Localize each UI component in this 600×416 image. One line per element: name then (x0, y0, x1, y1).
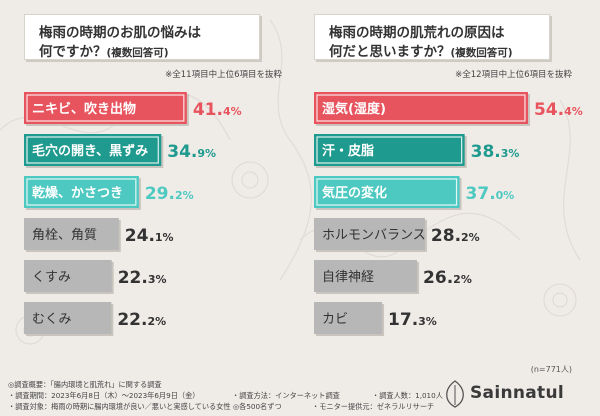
right-value-label-3: 28.2% (431, 226, 480, 246)
right-note: ※全12項目中上位6項目を抜粋 (455, 70, 572, 80)
left-note: ※全11項目中上位6項目を抜粋 (165, 70, 282, 80)
left-bar-chart: ニキビ、吹き出物 41.4% 毛穴の開き、黒ずみ 34.9% 乾燥、かさつき 29.2% 角… (24, 92, 242, 336)
left-bar-frame-1 (26, 136, 159, 164)
right-category-label-1: 汗・皮脂 (322, 143, 374, 159)
right-bar-frame-0 (316, 94, 526, 122)
left-value-label-3: 24.1% (125, 226, 174, 246)
left-title-sub: (複数回答可) (106, 47, 169, 59)
right-category-label-3: ホルモンバランス (322, 228, 426, 243)
right-bar-2 (314, 176, 460, 208)
right-bar-0 (314, 92, 528, 124)
right-title-sub: (複数回答可) (450, 47, 513, 59)
right-bar-4 (314, 260, 418, 292)
left-bar-2 (24, 176, 139, 208)
right-title-line2: 何だと思いますか？(複数回答可) (329, 40, 513, 60)
right-category-label-0: 湿気(湿度) (322, 101, 386, 117)
right-bar-1 (314, 134, 465, 166)
left-value-label-1: 34.9% (167, 142, 216, 162)
right-bar-frame-2 (316, 178, 458, 206)
left-bar-3 (24, 218, 119, 250)
left-category-label-2: 乾燥、かさつき (32, 185, 123, 201)
right-value-label-0: 54.4% (534, 100, 583, 120)
left-category-label-4: くすみ (32, 270, 71, 285)
left-title-line2-text: 何ですか？ (39, 44, 107, 60)
sample-size-note: (n=771人) (530, 365, 572, 374)
left-title-line1: 梅雨の時期のお肌の悩みは (39, 25, 201, 41)
right-title-box: 梅雨の時期の肌荒れの原因は 何だと思いますか？(複数回答可) (314, 14, 550, 60)
left-title-line2: 何ですか？(複数回答可) (39, 40, 169, 60)
leaf-icon (446, 380, 464, 408)
brand-name: Sainnatul (470, 383, 564, 403)
right-bar-frame-1 (316, 136, 463, 164)
right-bar-chart: 湿気(湿度) 54.4% 汗・皮脂 38.3% 気圧の変化 37.0% ホルモンバランス 28… (314, 92, 583, 336)
left-bar-0 (24, 92, 187, 124)
left-title-box: 梅雨の時期のお肌の悩みは 何ですか？(複数回答可) (24, 14, 260, 60)
right-value-label-5: 17.3% (388, 310, 437, 330)
left-category-label-3: 角栓、角質 (32, 228, 97, 243)
right-category-label-4: 自律神経 (322, 270, 374, 285)
left-category-label-1: 毛穴の開き、黒ずみ (32, 143, 148, 159)
right-category-label-2: 気圧の変化 (322, 185, 387, 201)
right-value-label-4: 26.2% (423, 268, 472, 288)
right-panel: 梅雨の時期の肌荒れの原因は 何だと思いますか？(複数回答可) ※全12項目中上位… (310, 8, 590, 374)
right-category-label-5: カビ (322, 312, 348, 327)
left-bar-4 (24, 260, 112, 292)
brand-logo: Sainnatul (440, 378, 580, 410)
left-bar-5 (24, 302, 112, 334)
right-value-label-1: 38.3% (471, 142, 520, 162)
right-bar-5 (314, 302, 383, 334)
left-category-label-5: むくみ (32, 312, 72, 327)
footer-overview: ◎調査概要：「腸内環境と肌荒れ」に関する調査 (8, 380, 162, 389)
footer-count: ・調査人数：1,010人 (372, 391, 443, 400)
right-bar-3 (314, 218, 425, 250)
right-title-line1: 梅雨の時期の肌荒れの原因は (329, 25, 505, 41)
footer-method: ・調査方法：インターネット調査 (232, 391, 340, 400)
left-bar-frame-2 (26, 178, 137, 206)
left-bar-frame-0 (26, 94, 185, 122)
left-bar-1 (24, 134, 162, 166)
left-value-label-4: 22.3% (118, 268, 167, 288)
footer-period: ・調査期間：2023年6月8日（木）～2023年6月9日（金） (8, 391, 200, 400)
survey-footer: ◎調査概要：「腸内環境と肌荒れ」に関する調査 ・調査期間：2023年6月8日（木… (0, 376, 600, 416)
left-value-label-5: 22.2% (117, 310, 166, 330)
right-title-line2-text: 何だと思いますか？ (329, 44, 451, 60)
footer-provider: ・モニター提供元：ゼネラルリサーチ (312, 402, 435, 411)
left-category-label-0: ニキビ、吹き出物 (32, 101, 136, 117)
left-panel: 梅雨の時期のお肌の悩みは 何ですか？(複数回答可) ※全11項目中上位6項目を抜… (20, 8, 300, 358)
footer-target: ・調査対象：梅雨の時期に腸内環境が良い／悪いと実感している女性 ◎各500名ずつ (8, 402, 282, 411)
left-value-label-0: 41.4% (193, 100, 242, 120)
left-value-label-2: 29.2% (145, 184, 194, 204)
right-value-label-2: 37.0% (466, 184, 515, 204)
